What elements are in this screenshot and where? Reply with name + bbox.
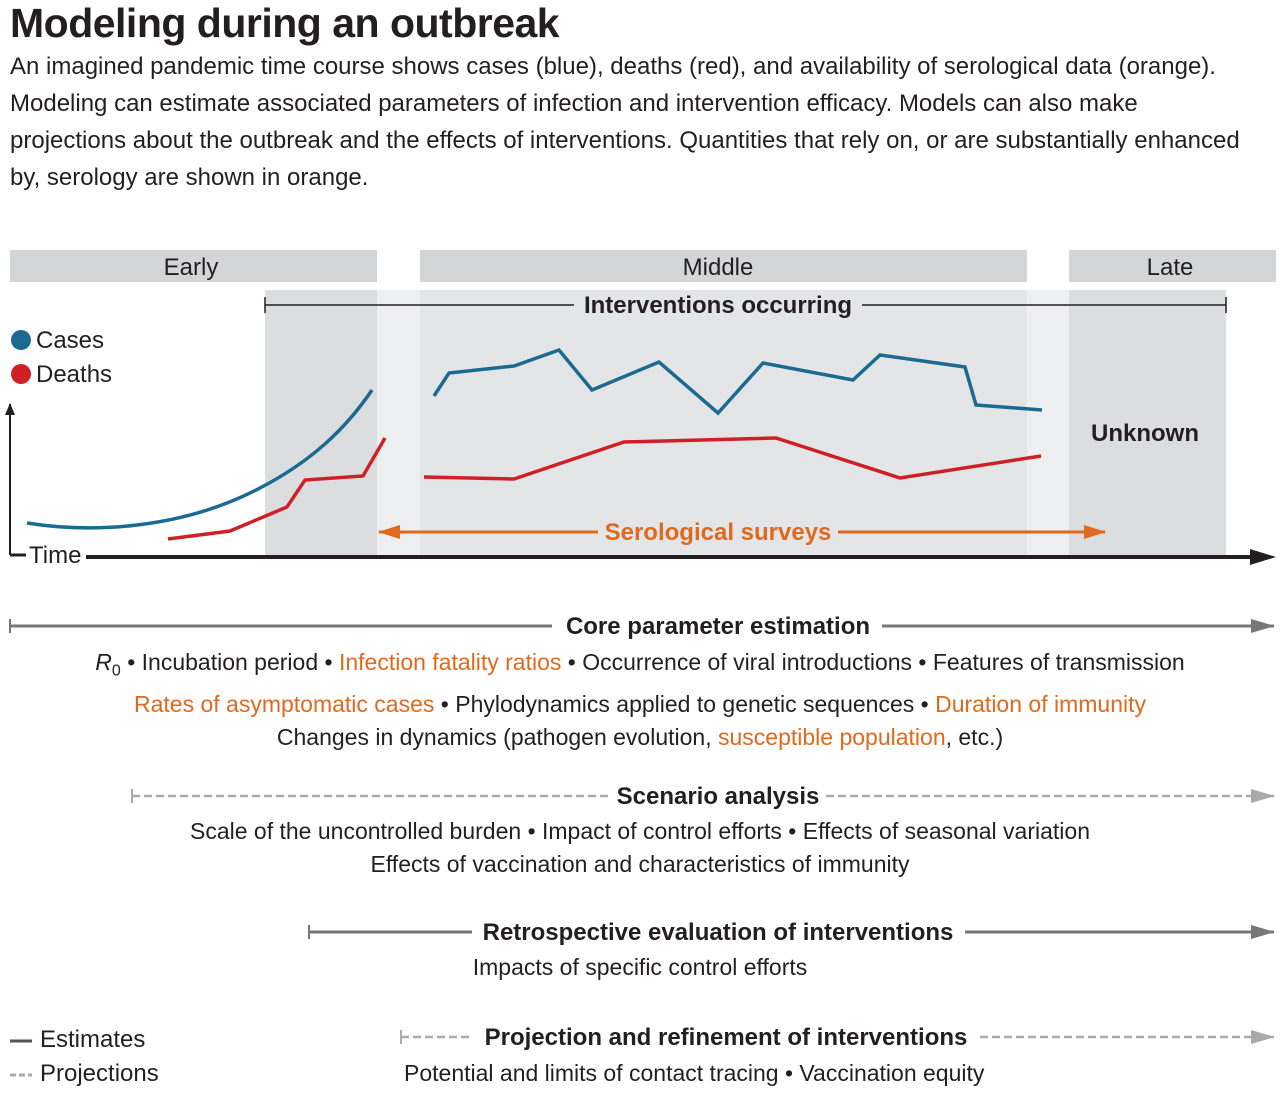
retro-body: Impacts of specific control efforts <box>0 951 1280 984</box>
projection-line-1: Potential and limits of contact tracing … <box>404 1060 985 1086</box>
intervention-shade-gap2 <box>1027 290 1069 555</box>
interventions-label: Interventions occurring <box>584 292 852 319</box>
scenario-line-2: Effects of vaccination and characteristi… <box>370 851 910 877</box>
retro-title: Retrospective evaluation of intervention… <box>483 919 954 946</box>
phase-label-late: Late <box>1147 254 1194 281</box>
core-text-phylo: • Phylodynamics applied to genetic seque… <box>434 690 936 717</box>
core-body: R0 • Incubation period • Infection fatal… <box>0 646 1280 754</box>
projection-body: Potential and limits of contact tracing … <box>76 1057 1280 1090</box>
serology-label: Serological surveys <box>605 519 832 546</box>
page-title: Modeling during an outbreak <box>10 0 560 46</box>
interventions-bracket <box>264 297 1227 313</box>
core-text-a: • Incubation period • <box>120 649 339 675</box>
phase-bar-early <box>10 250 377 282</box>
intervention-shade-early <box>265 290 377 555</box>
intervention-shade-gap1 <box>377 290 420 555</box>
phase-bar-late <box>1069 250 1276 282</box>
estimates-legend-label: Estimates <box>40 1026 146 1053</box>
unknown-shade-late <box>1069 290 1226 555</box>
phase-bar-middle <box>420 250 1027 282</box>
deaths-curve-middle <box>423 436 1042 481</box>
deaths-legend-label: Deaths <box>36 361 112 388</box>
deaths-curve-early <box>167 437 387 541</box>
core-line-3: Changes in dynamics (pathogen evolution,… <box>0 721 1280 754</box>
core-line-2: Rates of asymptomatic cases • Phylodynam… <box>0 688 1280 721</box>
cases-curve-early <box>26 389 374 530</box>
deaths-legend-dot <box>11 364 31 384</box>
projection-title: Projection and refinement of interventio… <box>485 1024 968 1051</box>
scenario-line-1: Scale of the uncontrolled burden • Impac… <box>190 818 1090 844</box>
core-line-1: R0 • Incubation period • Infection fatal… <box>0 646 1280 688</box>
projections-legend-label: Projections <box>40 1060 159 1087</box>
cases-legend-label: Cases <box>36 327 104 354</box>
core-text-etc: , etc.) <box>945 723 1004 750</box>
cases-legend-dot <box>11 330 31 350</box>
phase-label-early: Early <box>164 254 219 281</box>
core-text-susceptible: susceptible population <box>718 723 946 750</box>
phase-label-middle: Middle <box>683 254 754 281</box>
scenario-title: Scenario analysis <box>617 783 820 810</box>
r0-subscript: 0 <box>111 662 121 680</box>
retro-line-1: Impacts of specific control efforts <box>472 954 808 980</box>
cases-curve-middle <box>432 347 1043 416</box>
intervention-shade-middle <box>420 290 1027 555</box>
core-text-b: • Occurrence of viral introductions • Fe… <box>561 649 1185 675</box>
core-title: Core parameter estimation <box>566 613 870 640</box>
figure-description: An imagined pandemic time course shows c… <box>10 53 1240 191</box>
core-text-ifr: Infection fatality ratios <box>338 649 562 675</box>
r0-symbol: R <box>95 649 112 675</box>
core-text-changes: Changes in dynamics (pathogen evolution, <box>276 723 718 750</box>
unknown-label: Unknown <box>1091 420 1199 447</box>
scenario-body: Scale of the uncontrolled burden • Impac… <box>0 815 1280 881</box>
core-text-asymptomatic: Rates of asymptomatic cases <box>133 690 435 717</box>
core-text-immunity: Duration of immunity <box>935 690 1146 717</box>
x-axis-arrowhead <box>1250 549 1276 565</box>
x-axis-label: Time <box>29 542 81 569</box>
